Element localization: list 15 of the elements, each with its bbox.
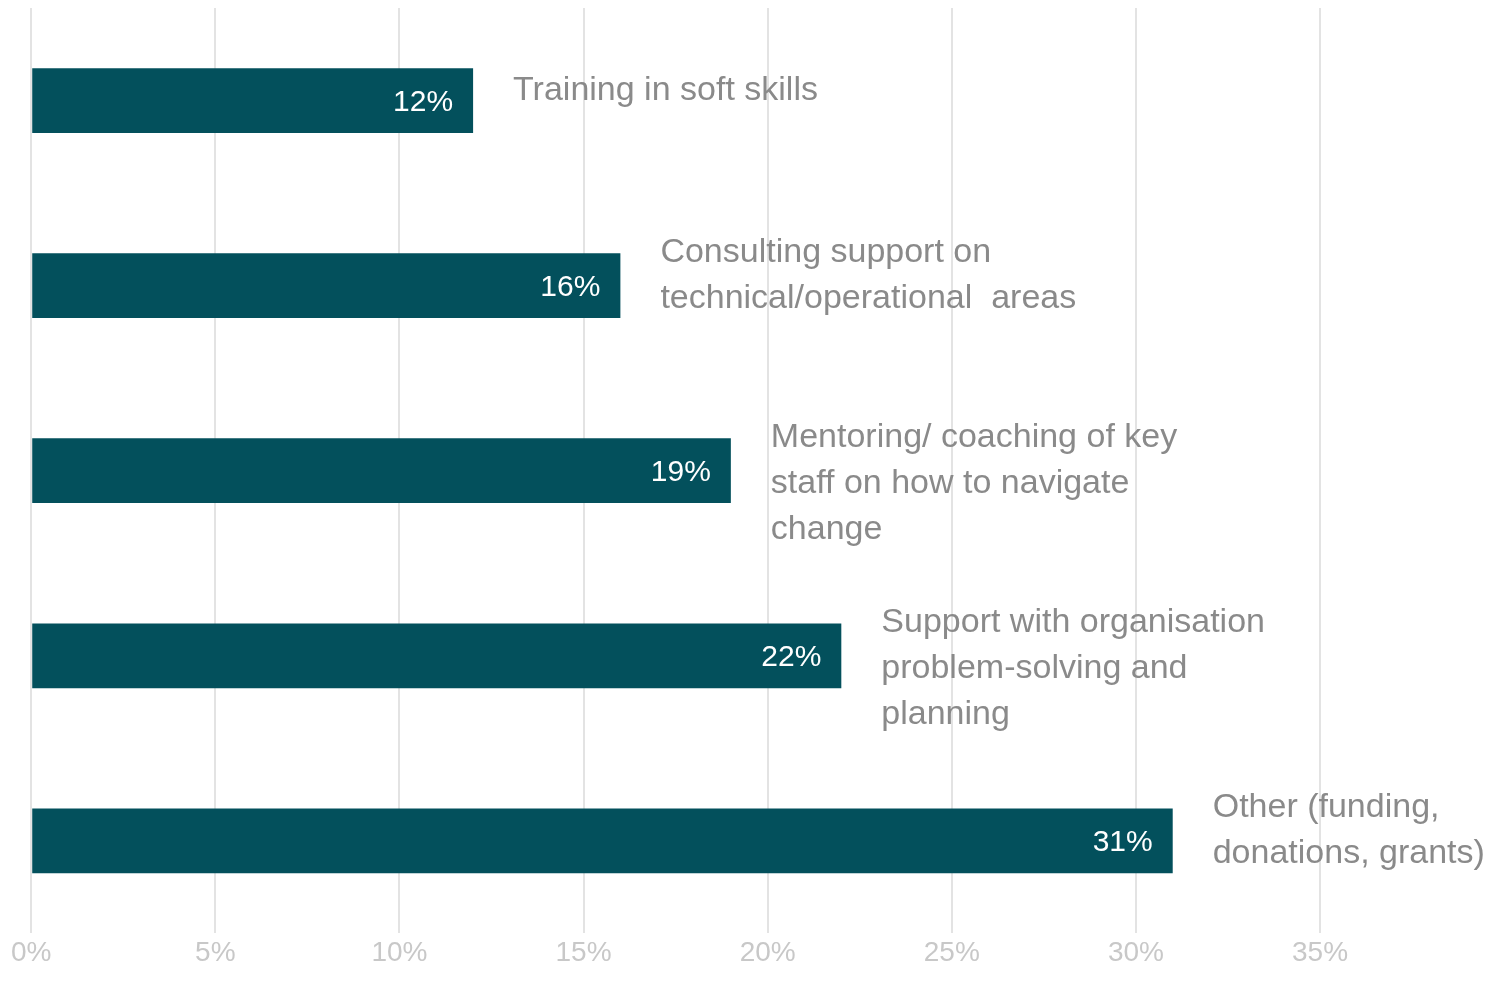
- bar: [32, 253, 621, 319]
- bar: [32, 808, 1173, 874]
- bar: [32, 623, 842, 689]
- y-tick-label: Mentoring/ coaching of key staff on how to navigate change: [770, 416, 1178, 547]
- bar: [32, 438, 731, 504]
- y-tick-label: Support with organisation problem-solving and planning: [881, 601, 1265, 732]
- data-label: 22%: [761, 639, 822, 673]
- data-label: 12%: [393, 83, 454, 117]
- y-tick-label: Other (funding, donations, grants): [1212, 786, 1485, 871]
- data-label: 31%: [1092, 824, 1153, 858]
- bar: [32, 68, 474, 133]
- data-label: 19%: [650, 453, 711, 487]
- data-label: 16%: [540, 268, 601, 302]
- y-tick-label: Consulting support on technical/operational areas: [660, 230, 1077, 315]
- y-tick-label: Training in soft skills: [513, 68, 818, 107]
